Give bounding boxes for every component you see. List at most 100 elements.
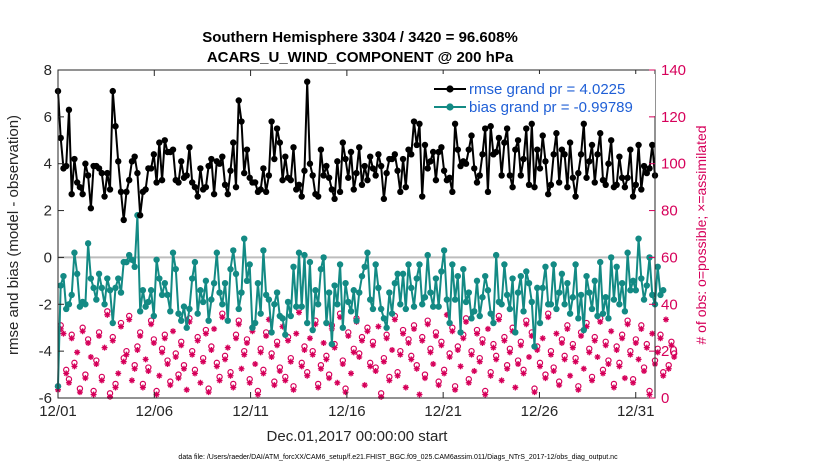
rmse-point [438,144,445,151]
obs-assimilated-point [287,358,294,365]
obs-assimilated-point [342,389,349,396]
obs-assimilated-point [558,339,565,346]
y-tick-label-right: 40 [661,296,678,313]
rmse-point [503,125,511,132]
bias-point [186,305,193,313]
bias-point [95,270,103,278]
y-tick-label-left: -6 [39,390,52,407]
bias-point [506,305,514,313]
bias-point [536,319,544,327]
obs-assimilated-point [419,337,426,344]
obs-assimilated-point [487,372,494,379]
obs-assimilated-point [638,325,645,332]
obs-assimilated-point [257,349,264,356]
rmse-point [95,165,103,172]
bias-point [167,308,174,315]
obs-assimilated-point [564,325,571,332]
y-axis-label-left: rmse and bias (model - observation) [5,115,22,355]
bias-point [451,296,459,303]
rmse-point [454,146,462,153]
obs-assimilated-point [68,335,75,342]
obs-assimilated-point [191,370,198,377]
bias-point [629,277,637,285]
rmse-point [369,165,377,172]
obs-assimilated-point [575,386,582,393]
rmse-point [76,183,84,191]
rmse-point [153,179,160,186]
bias-point [460,265,467,273]
obs-assimilated-point [274,342,281,349]
rmse-point [432,176,440,184]
bias-point [197,287,204,294]
rmse-point [323,162,330,170]
rmse-point [473,179,481,186]
obs-assimilated-point [523,321,530,328]
obs-assimilated-point [454,346,461,353]
obs-assimilated-point [202,330,209,337]
rmse-point [63,162,70,170]
bias-point [208,296,215,303]
obs-assimilated-point [107,393,114,400]
rmse-point [271,155,278,163]
bias-point [323,319,330,327]
rmse-point [413,141,420,149]
obs-assimilated-point [134,346,141,353]
bias-point [602,294,609,301]
obs-assimilated-point [164,361,171,368]
rmse-point [482,125,489,132]
bias-point [534,284,541,292]
rmse-point [227,167,234,174]
obs-assimilated-point [145,368,152,375]
obs-assimilated-point [361,382,368,389]
rmse-point [84,172,92,179]
rmse-point [298,193,305,200]
obs-assimilated-point [556,382,563,389]
obs-assimilated-point [252,361,259,368]
obs-assimilated-point [334,379,341,386]
bias-point [205,317,212,324]
bias-point [273,289,281,296]
bias-point [241,235,248,242]
rmse-point [73,179,81,186]
rmse-point [544,190,552,198]
bias-point [397,301,404,308]
x-tick-label: 12/11 [232,403,268,420]
rmse-point [383,169,390,177]
bias-point [572,261,579,268]
obs-assimilated-point [186,318,193,325]
bias-point [616,301,623,308]
bias-point [358,272,366,280]
rmse-point [293,186,300,193]
obs-assimilated-point [386,377,393,384]
bias-point [575,315,582,322]
rmse-point [210,190,218,198]
rmse-point [262,188,270,196]
rmse-point [334,158,341,165]
obs-assimilated-point [167,382,174,389]
obs-assimilated-point [539,335,546,342]
bias-point [501,261,508,268]
bias-point [147,287,155,294]
x-tick-label: 12/01 [39,403,77,420]
rmse-point [492,148,500,156]
rmse-point [282,153,289,160]
rmse-point [646,165,653,172]
obs-assimilated-point [348,370,355,377]
bias-point [169,249,177,256]
obs-assimilated-point [345,332,352,339]
y-tick-label-left: 8 [44,62,52,79]
obs-assimilated-point [671,354,678,360]
bias-point [306,258,314,266]
obs-assimilated-point [282,377,289,384]
y-tick-label-left: 2 [44,203,52,220]
obs-assimilated-point [74,349,81,356]
rmse-point [260,165,267,172]
bias-point [427,289,434,296]
bias-point [287,312,294,320]
bias-point [424,251,431,259]
bias-point [597,258,604,266]
obs-assimilated-point [356,354,363,360]
obs-assimilated-point [222,356,229,363]
rmse-point [429,148,437,156]
obs-assimilated-point [380,358,387,365]
